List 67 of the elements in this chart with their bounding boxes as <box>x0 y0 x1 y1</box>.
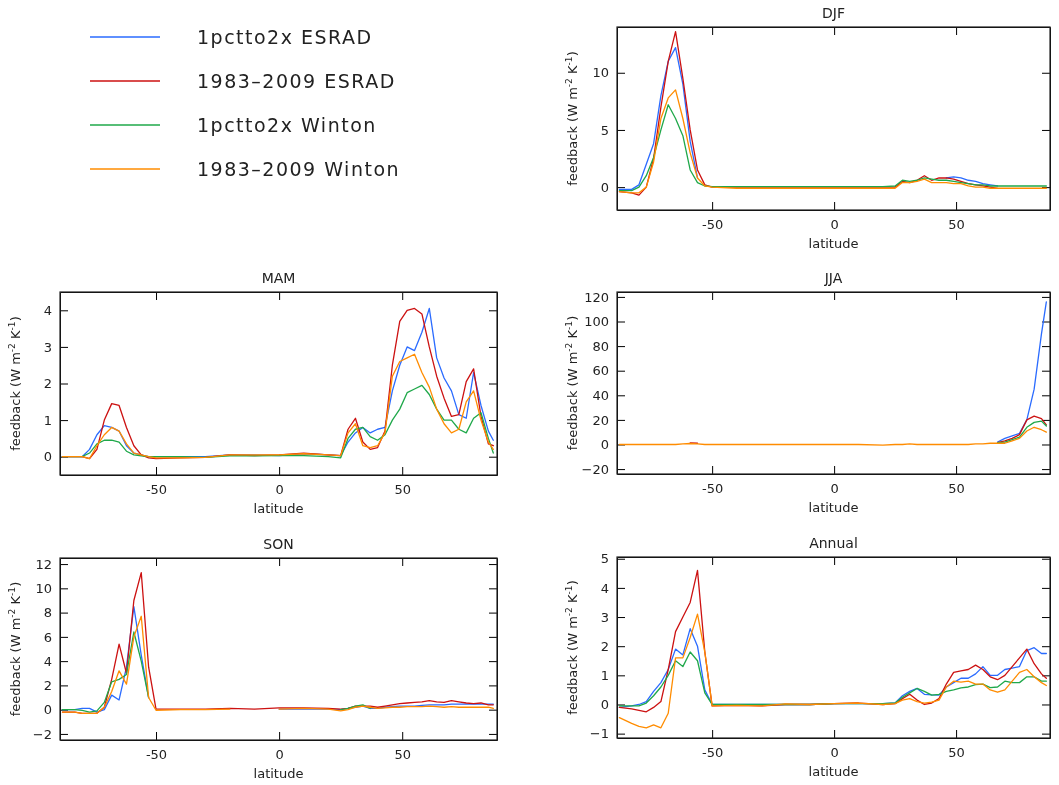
chart-title: JJA <box>823 270 843 286</box>
y-tick-label: 2 <box>43 678 52 694</box>
x-tick-label: 50 <box>948 745 965 761</box>
legend-label: 1983–2009 Winton <box>197 158 401 180</box>
x-tick-label: 0 <box>275 747 284 763</box>
y-tick-label: 80 <box>592 338 609 354</box>
line-series <box>618 89 1047 194</box>
x-tick-label: 0 <box>830 481 839 497</box>
y-tick-label: 2 <box>43 376 52 392</box>
y-tick-label: 3 <box>43 339 52 355</box>
y-tick-label: 0 <box>43 449 52 465</box>
y-tick-label: 4 <box>43 302 52 318</box>
y-tick-label: 100 <box>584 314 609 330</box>
y-tick-label: −20 <box>581 461 609 477</box>
x-tick-label: -50 <box>702 745 724 761</box>
x-axis-title: latitude <box>808 500 859 515</box>
x-axis-title: latitude <box>253 501 304 516</box>
chart-title: MAM <box>261 270 296 286</box>
y-tick-label: 12 <box>35 556 52 572</box>
line-series <box>618 104 1047 192</box>
y-tick-label: 6 <box>43 629 52 645</box>
x-tick-label: -50 <box>145 747 168 763</box>
line-series <box>996 420 1047 444</box>
chart-title: DJF <box>822 5 845 21</box>
y-tick-label: 10 <box>592 65 609 81</box>
y-tick-label: 3 <box>600 609 609 625</box>
x-tick-label: 0 <box>275 482 284 498</box>
x-tick-label: 0 <box>830 745 839 761</box>
line-series <box>618 426 1047 446</box>
x-axis-title: latitude <box>808 764 859 779</box>
x-tick-label: 50 <box>394 482 411 498</box>
y-tick-label: 4 <box>43 653 52 669</box>
legend-label: 1pctto2x Winton <box>197 114 377 136</box>
chart-title: SON <box>263 536 294 552</box>
y-tick-label: −1 <box>589 726 609 742</box>
legend-label: 1983–2009 ESRAD <box>197 70 396 92</box>
x-tick-label: -50 <box>702 481 724 497</box>
y-tick-label: 20 <box>592 412 609 428</box>
x-axis-title: latitude <box>253 766 304 781</box>
y-tick-label: 2 <box>600 638 609 654</box>
chart-title: Annual <box>809 535 858 551</box>
y-tick-label: 40 <box>592 387 609 403</box>
legend-label: 1pctto2x ESRAD <box>197 26 373 48</box>
x-tick-label: -50 <box>702 217 724 233</box>
line-series <box>61 353 494 460</box>
line-series <box>618 613 1047 729</box>
x-tick-label: -50 <box>145 482 168 498</box>
y-tick-label: 4 <box>600 580 609 596</box>
y-tick-label: 1 <box>600 667 609 683</box>
y-tick-label: 0 <box>600 179 609 195</box>
y-tick-label: −2 <box>32 726 52 742</box>
x-tick-label: 50 <box>394 747 411 763</box>
y-tick-label: 5 <box>600 122 609 138</box>
y-tick-label: 8 <box>43 605 52 621</box>
line-series <box>996 301 1047 443</box>
y-tick-label: 0 <box>43 702 52 718</box>
y-tick-label: 0 <box>600 437 609 453</box>
y-tick-label: 1 <box>43 412 52 428</box>
x-tick-label: 50 <box>948 217 965 233</box>
x-axis-title: latitude <box>808 236 859 251</box>
y-tick-label: 5 <box>600 551 609 567</box>
y-tick-label: 10 <box>35 580 52 596</box>
y-tick-label: 60 <box>592 363 609 379</box>
y-tick-label: 120 <box>584 289 609 305</box>
x-tick-label: 50 <box>948 481 965 497</box>
y-tick-label: 0 <box>600 697 609 713</box>
x-tick-label: 0 <box>830 217 839 233</box>
